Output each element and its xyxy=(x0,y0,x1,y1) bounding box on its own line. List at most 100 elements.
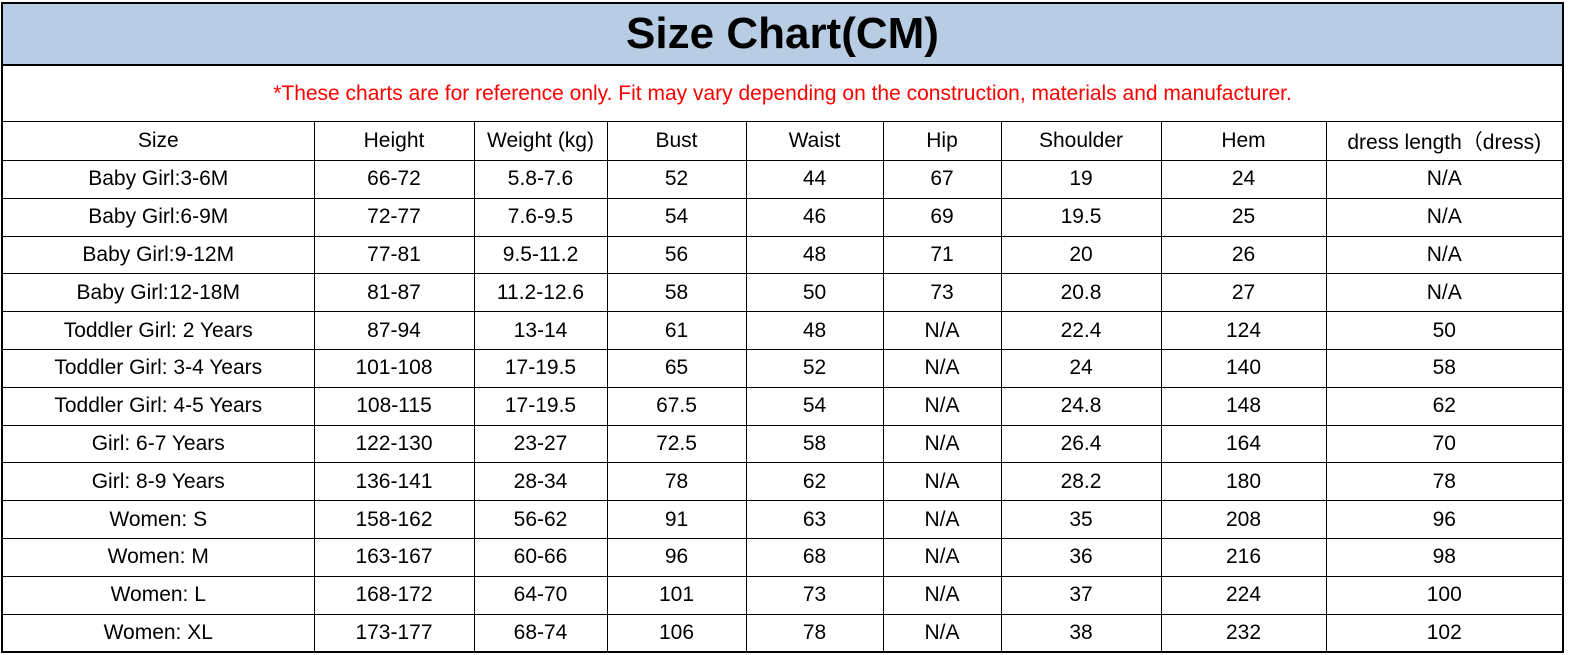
chart-title: Size Chart(CM) xyxy=(3,4,1562,66)
table-cell: 54 xyxy=(606,197,747,237)
table-cell: N/A xyxy=(882,386,1002,426)
table-cell: 46 xyxy=(745,197,884,237)
table-cell: 164 xyxy=(1160,424,1327,464)
table-cell: N/A xyxy=(882,575,1002,615)
table-cell: 58 xyxy=(606,273,747,313)
table-row: Women: M 163-167 60-66 96 68 N/A 36 216 98 xyxy=(3,537,1562,577)
table-cell: 100 xyxy=(1325,575,1562,615)
table-cell: 67.5 xyxy=(606,386,747,426)
table-cell: Women: M xyxy=(3,537,315,577)
table-cell: N/A xyxy=(1325,273,1562,313)
disclaimer-note: *These charts are for reference only. Fi… xyxy=(3,66,1562,122)
table-cell: Baby Girl:6-9M xyxy=(3,197,315,237)
table-cell: 56-62 xyxy=(473,500,608,539)
column-header: dress length（dress) xyxy=(1325,122,1562,161)
table-row: Baby Girl:9-12M 77-81 9.5-11.2 56 48 71 20 26 N/… xyxy=(3,235,1562,275)
table-cell: 72.5 xyxy=(606,424,747,464)
table-row: Women: L 168-172 64-70 101 73 N/A 37 224 100 xyxy=(3,575,1562,615)
table-cell: Women: L xyxy=(3,575,315,615)
table-cell: 28.2 xyxy=(1000,462,1162,502)
table-cell: 27 xyxy=(1160,273,1327,313)
table-cell: 36 xyxy=(1000,537,1162,577)
column-header: Waist xyxy=(745,122,884,161)
table-cell: 9.5-11.2 xyxy=(473,235,608,275)
table-cell: 62 xyxy=(1325,386,1562,426)
table-cell: 54 xyxy=(745,386,884,426)
table-cell: 72-77 xyxy=(313,197,475,237)
table-cell: 24 xyxy=(1160,160,1327,199)
table-cell: 48 xyxy=(745,235,884,275)
table-cell: 208 xyxy=(1160,500,1327,539)
column-header: Shoulder xyxy=(1000,122,1162,161)
table-cell: 22.4 xyxy=(1000,311,1162,350)
table-cell: 17-19.5 xyxy=(473,348,608,388)
table-cell: 58 xyxy=(745,424,884,464)
table-cell: 19.5 xyxy=(1000,197,1162,237)
table-cell: 28-34 xyxy=(473,462,608,502)
table-cell: Women: S xyxy=(3,500,315,539)
table-cell: Girl: 8-9 Years xyxy=(3,462,315,502)
table-cell: N/A xyxy=(1325,197,1562,237)
table-cell: 101-108 xyxy=(313,348,475,388)
table-cell: 24.8 xyxy=(1000,386,1162,426)
table-cell: 216 xyxy=(1160,537,1327,577)
table-row: Toddler Girl: 2 Years 87-94 13-14 61 48 N/A 22… xyxy=(3,311,1562,350)
table-cell: N/A xyxy=(882,424,1002,464)
table-cell: 163-167 xyxy=(313,537,475,577)
table-cell: Baby Girl:3-6M xyxy=(3,160,315,199)
header-row: Size Height Weight (kg) Bust Waist Hip Shoulde… xyxy=(3,122,1562,161)
table-cell: Baby Girl:9-12M xyxy=(3,235,315,275)
table-cell: 62 xyxy=(745,462,884,502)
table-cell: 24 xyxy=(1000,348,1162,388)
table-cell: 26.4 xyxy=(1000,424,1162,464)
table-cell: Toddler Girl: 3-4 Years xyxy=(3,348,315,388)
table-cell: N/A xyxy=(882,348,1002,388)
table-cell: 168-172 xyxy=(313,575,475,615)
table-cell: Baby Girl:12-18M xyxy=(3,273,315,313)
table-cell: 101 xyxy=(606,575,747,615)
table-cell: 78 xyxy=(1325,462,1562,502)
table-cell: 136-141 xyxy=(313,462,475,502)
table-cell: N/A xyxy=(1325,235,1562,275)
table-cell: 81-87 xyxy=(313,273,475,313)
table-cell: 65 xyxy=(606,348,747,388)
table-cell: 70 xyxy=(1325,424,1562,464)
table-cell: 35 xyxy=(1000,500,1162,539)
column-header: Size xyxy=(3,122,315,161)
table-row: Girl: 6-7 Years 122-130 23-27 72.5 58 N/A 26.4… xyxy=(3,424,1562,464)
table-cell: 87-94 xyxy=(313,311,475,350)
table-cell: 61 xyxy=(606,311,747,350)
table-cell: N/A xyxy=(882,500,1002,539)
table-cell: 20.8 xyxy=(1000,273,1162,313)
table-cell: 122-130 xyxy=(313,424,475,464)
table-cell: 102 xyxy=(1325,613,1562,652)
size-table: Size Height Weight (kg) Bust Waist Hip Shoulde… xyxy=(3,122,1562,652)
table-cell: 124 xyxy=(1160,311,1327,350)
table-cell: 78 xyxy=(745,613,884,652)
column-header: Height xyxy=(313,122,475,161)
table-cell: 52 xyxy=(606,160,747,199)
table-cell: 20 xyxy=(1000,235,1162,275)
table-cell: 58 xyxy=(1325,348,1562,388)
table-cell: 38 xyxy=(1000,613,1162,652)
table-cell: 26 xyxy=(1160,235,1327,275)
table-row: Women: S 158-162 56-62 91 63 N/A 35 208 96 xyxy=(3,500,1562,539)
table-cell: 11.2-12.6 xyxy=(473,273,608,313)
table-cell: 7.6-9.5 xyxy=(473,197,608,237)
table-cell: 224 xyxy=(1160,575,1327,615)
table-cell: N/A xyxy=(1325,160,1562,199)
column-header: Bust xyxy=(606,122,747,161)
table-row: Girl: 8-9 Years 136-141 28-34 78 62 N/A 28.2 18… xyxy=(3,462,1562,502)
table-cell: 56 xyxy=(606,235,747,275)
table-row: Baby Girl:12-18M 81-87 11.2-12.6 58 50 73 20.8… xyxy=(3,273,1562,313)
table-cell: 50 xyxy=(1325,311,1562,350)
table-row: Women: XL 173-177 68-74 106 78 N/A 38 232 102 xyxy=(3,613,1562,652)
table-cell: 37 xyxy=(1000,575,1162,615)
table-cell: 67 xyxy=(882,160,1002,199)
column-header: Weight (kg) xyxy=(473,122,608,161)
table-cell: 158-162 xyxy=(313,500,475,539)
table-cell: 232 xyxy=(1160,613,1327,652)
table-row: Baby Girl:6-9M 72-77 7.6-9.5 54 46 69 19.5 25 N/… xyxy=(3,197,1562,237)
table-cell: 5.8-7.6 xyxy=(473,160,608,199)
